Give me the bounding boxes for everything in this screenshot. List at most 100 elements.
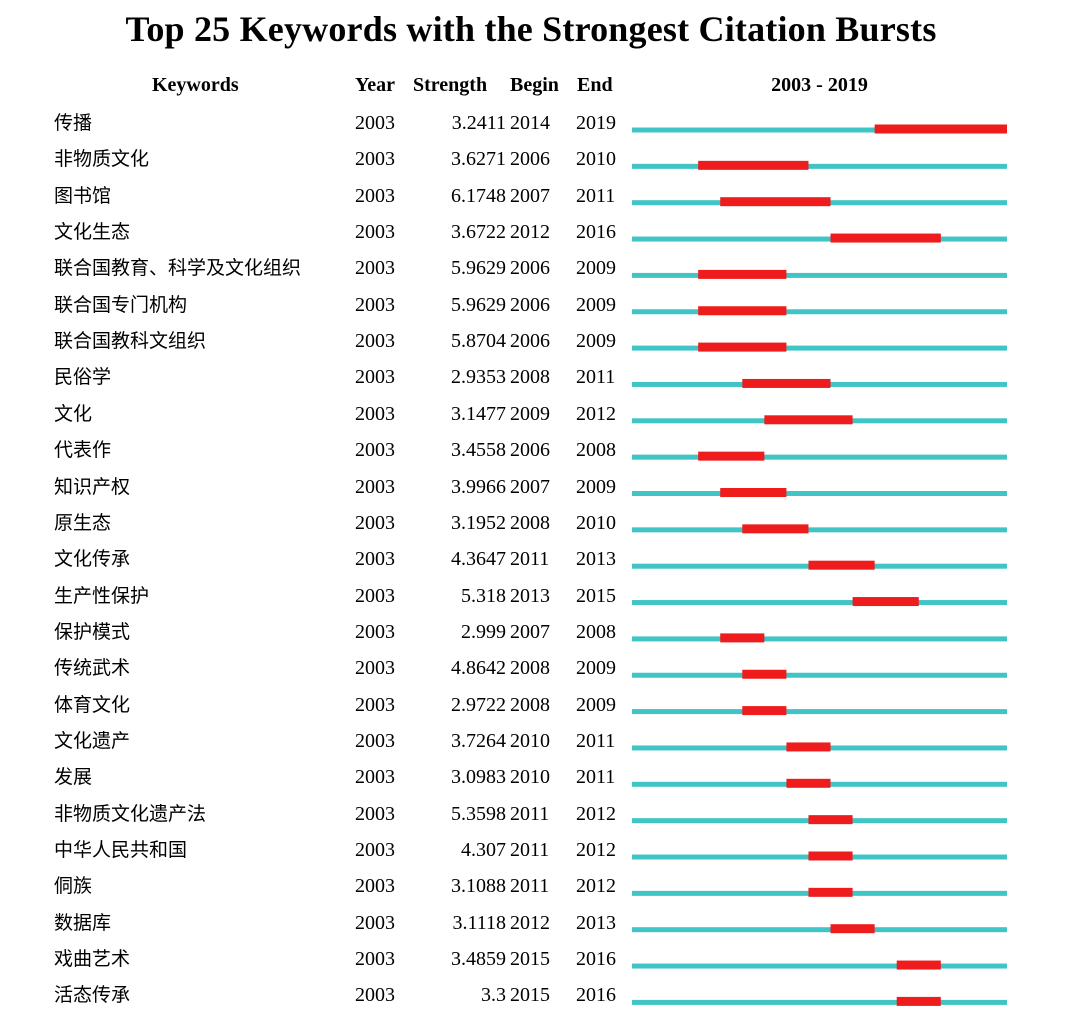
begin-cell: 2008	[510, 511, 550, 534]
keyword-cell: 原生态	[54, 511, 112, 534]
strength-cell: 5.318	[461, 584, 506, 607]
table-row: 侗族 2003 3.1088 2011 2012	[0, 872, 1080, 908]
year-cell: 2003	[355, 802, 395, 825]
strength-cell: 3.2411	[451, 112, 506, 134]
begin-cell: 2015	[510, 984, 550, 1007]
keyword-cell: 侗族	[54, 875, 93, 898]
begin-cell: 2006	[510, 257, 550, 280]
end-cell: 2009	[576, 257, 616, 280]
strength-cell: 3.4558	[451, 439, 506, 462]
strength-cell: 3.1088	[451, 875, 506, 898]
table-row: 戏曲艺术 2003 3.4859 2015 2016	[0, 945, 1080, 981]
keyword-cell: 戏曲艺术	[54, 948, 131, 971]
year-cell: 2003	[355, 112, 395, 134]
table-row: 保护模式 2003 2.999 2007 2008	[0, 618, 1080, 654]
keyword-cell: 图书馆	[54, 184, 112, 207]
chart-title: Top 25 Keywords with the Strongest Citat…	[125, 9, 937, 49]
begin-cell: 2010	[510, 766, 550, 789]
header-begin: Begin	[510, 74, 559, 96]
table-row: 代表作 2003 3.4558 2006 2008	[0, 436, 1080, 472]
year-cell: 2003	[355, 439, 395, 462]
end-cell: 2008	[576, 620, 616, 643]
year-cell: 2003	[355, 366, 395, 389]
table-row: 图书馆 2003 6.1748 2007 2011	[0, 182, 1080, 218]
year-cell: 2003	[355, 184, 395, 207]
keyword-cell: 非物质文化遗产法	[54, 802, 207, 825]
year-cell: 2003	[355, 511, 395, 534]
begin-cell: 2011	[510, 875, 550, 898]
strength-cell: 3.1477	[451, 402, 506, 425]
keyword-cell: 联合国教科文组织	[54, 330, 207, 353]
strength-cell: 3.7264	[451, 729, 506, 752]
begin-cell: 2014	[510, 112, 550, 134]
year-cell: 2003	[355, 839, 395, 861]
year-cell: 2003	[355, 548, 395, 571]
strength-cell: 3.6271	[451, 148, 506, 171]
end-cell: 2012	[576, 802, 616, 825]
end-cell: 2010	[576, 511, 616, 534]
begin-cell: 2009	[510, 402, 550, 425]
strength-cell: 2.9722	[451, 693, 506, 716]
table-row: 数据库 2003 3.1118 2012 2013	[0, 909, 1080, 945]
header-keywords: Keywords	[152, 74, 239, 96]
year-cell: 2003	[355, 584, 395, 607]
strength-cell: 5.9629	[451, 293, 506, 316]
keyword-cell: 文化	[54, 402, 93, 425]
end-cell: 2009	[576, 475, 616, 498]
year-cell: 2003	[355, 766, 395, 789]
header-timeline-range: 2003 - 2019	[771, 74, 868, 96]
header-end: End	[577, 74, 613, 96]
table-row: 体育文化 2003 2.9722 2008 2009	[0, 691, 1080, 727]
begin-cell: 2008	[510, 366, 550, 389]
begin-cell: 2006	[510, 293, 550, 316]
strength-cell: 2.9353	[451, 366, 506, 389]
begin-cell: 2015	[510, 948, 550, 971]
table-row: 原生态 2003 3.1952 2008 2010	[0, 509, 1080, 545]
table-row: 文化 2003 3.1477 2009 2012	[0, 400, 1080, 436]
end-cell: 2016	[576, 221, 616, 244]
keyword-cell: 文化传承	[54, 548, 131, 571]
keyword-cell: 文化遗产	[54, 729, 131, 752]
strength-cell: 5.3598	[451, 802, 506, 825]
year-cell: 2003	[355, 984, 395, 1007]
strength-cell: 3.1952	[451, 511, 506, 534]
end-cell: 2009	[576, 693, 616, 716]
table-row: 联合国教育、科学及文化组织 2003 5.9629 2006 2009	[0, 254, 1080, 290]
table-row: 生产性保护 2003 5.318 2013 2015	[0, 582, 1080, 618]
end-cell: 2016	[576, 984, 616, 1007]
year-cell: 2003	[355, 402, 395, 425]
year-cell: 2003	[355, 729, 395, 752]
strength-cell: 6.1748	[451, 184, 506, 207]
table-row: 非物质文化遗产法 2003 5.3598 2011 2012	[0, 800, 1080, 836]
end-cell: 2012	[576, 402, 616, 425]
strength-cell: 3.3	[481, 984, 506, 1007]
strength-cell: 3.1118	[452, 911, 506, 934]
table-row: 文化遗产 2003 3.7264 2010 2011	[0, 727, 1080, 763]
end-cell: 2009	[576, 657, 616, 680]
year-cell: 2003	[355, 875, 395, 898]
end-cell: 2011	[576, 366, 616, 389]
table-row: 联合国专门机构 2003 5.9629 2006 2009	[0, 291, 1080, 327]
keyword-cell: 文化生态	[54, 221, 131, 244]
begin-cell: 2011	[510, 802, 550, 825]
keyword-cell: 数据库	[54, 911, 112, 934]
keyword-cell: 非物质文化	[54, 148, 150, 171]
end-cell: 2012	[576, 875, 616, 898]
table-row: 中华人民共和国 2003 4.307 2011 2012	[0, 836, 1080, 872]
keyword-cell: 联合国教育、科学及文化组织	[54, 257, 302, 280]
begin-cell: 2012	[510, 221, 550, 244]
strength-cell: 2.999	[461, 620, 506, 643]
year-cell: 2003	[355, 693, 395, 716]
year-cell: 2003	[355, 293, 395, 316]
end-cell: 2011	[576, 184, 616, 207]
begin-cell: 2006	[510, 148, 550, 171]
strength-cell: 4.8642	[451, 657, 506, 680]
strength-cell: 4.3647	[451, 548, 506, 571]
strength-cell: 3.6722	[451, 221, 506, 244]
table-row: 发展 2003 3.0983 2010 2011	[0, 763, 1080, 799]
strength-cell: 5.8704	[451, 330, 506, 353]
year-cell: 2003	[355, 911, 395, 934]
year-cell: 2003	[355, 221, 395, 244]
end-cell: 2013	[576, 548, 616, 571]
end-cell: 2010	[576, 148, 616, 171]
